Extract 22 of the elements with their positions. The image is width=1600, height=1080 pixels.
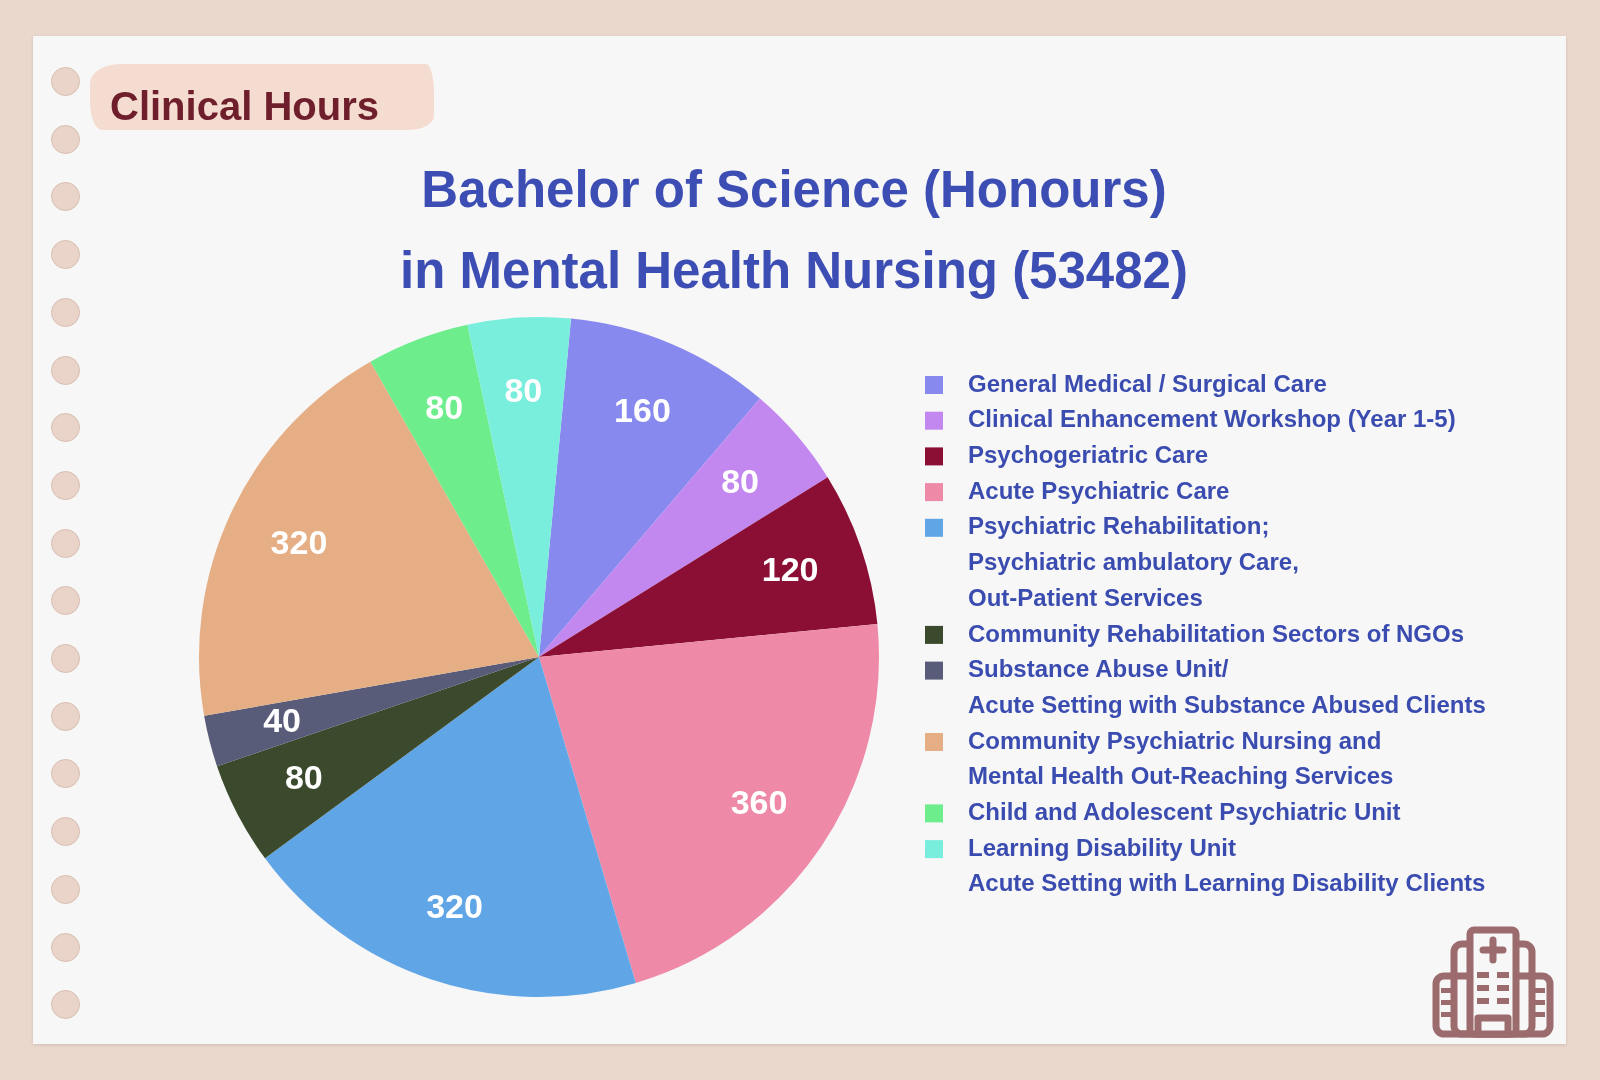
data-label: 320 <box>426 886 483 925</box>
data-label: 360 <box>730 783 788 822</box>
data-label: 80 <box>721 462 759 501</box>
data-label: 40 <box>263 701 301 740</box>
data-label: 120 <box>761 550 819 589</box>
legend-label: Acute Psychiatric Care <box>968 476 1230 504</box>
legend-label: Substance Abuse Unit/ Acute Setting with Substance Abused Clients <box>968 655 1486 718</box>
data-label: 160 <box>614 391 671 430</box>
legend-label: Psychogeriatric Care <box>968 441 1209 469</box>
legend-label: Psychiatric Rehabilitation; Psychiatric ambulatory Care, Out-Patient Services <box>968 512 1299 611</box>
data-label: 80 <box>504 370 543 409</box>
data-label: 320 <box>270 522 328 561</box>
legend-label: Child and Adolescent Psychiatric Unit <box>968 798 1401 826</box>
data-label: 80 <box>284 757 323 796</box>
legend-label: Clinical Enhancement Workshop (Year 1-5) <box>968 405 1456 433</box>
chart-title: Clinical Hours <box>110 84 379 128</box>
chart-subtitle: Bachelor of Science (Honours) in Mental Health Nursing (53482) <box>400 161 1188 299</box>
legend-label: General Medical / Surgical Care <box>968 369 1327 397</box>
legend-label: Community Rehabilitation Sectors of NGOs <box>968 619 1465 647</box>
data-label: 80 <box>425 387 464 426</box>
legend-label: Community Psychiatric Nursing and Mental Health Out-Reaching Services <box>968 726 1394 790</box>
legend-label: Learning Disability Unit Acute Setting with Learning Disability Clients <box>968 833 1486 897</box>
